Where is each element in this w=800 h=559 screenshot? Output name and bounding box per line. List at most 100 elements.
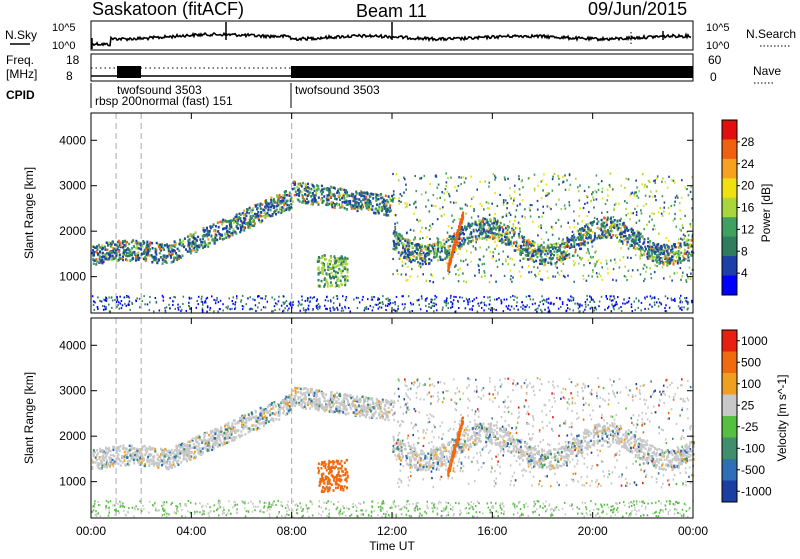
echo-cell bbox=[582, 234, 584, 237]
echo-cell bbox=[690, 223, 692, 225]
echo-cell bbox=[546, 301, 548, 303]
echo-cell bbox=[432, 223, 434, 225]
echo-cell bbox=[686, 244, 688, 247]
echo-cell bbox=[363, 402, 365, 405]
echo-cell bbox=[362, 296, 364, 298]
echo-cell bbox=[481, 205, 483, 207]
echo-cell bbox=[469, 227, 471, 229]
echo-cell bbox=[519, 231, 521, 233]
echo-cell bbox=[308, 297, 310, 299]
colorbar-swatch bbox=[722, 178, 737, 198]
echo-cell bbox=[593, 240, 595, 242]
noise-tick-right-top: 10^5 bbox=[706, 22, 730, 34]
echo-cell bbox=[163, 254, 165, 257]
echo-cell bbox=[360, 206, 362, 209]
echo-cell bbox=[478, 305, 480, 307]
echo-cell bbox=[217, 221, 219, 224]
echo-cell bbox=[479, 259, 481, 261]
echo-cell bbox=[310, 203, 312, 206]
echo-cell bbox=[549, 310, 551, 312]
echo-cell bbox=[454, 186, 456, 188]
echo-cell bbox=[566, 179, 568, 181]
echo-cell bbox=[590, 239, 592, 241]
echo-cell bbox=[494, 192, 496, 194]
echo-cell bbox=[138, 259, 140, 262]
echo-cell bbox=[327, 263, 329, 266]
echo-cell bbox=[504, 275, 506, 277]
echo-cell bbox=[468, 240, 470, 243]
echo-cell bbox=[626, 237, 628, 240]
echo-cell bbox=[600, 229, 602, 232]
echo-cell bbox=[406, 203, 408, 205]
cpid-segment-normal: normal (fast) 151 bbox=[142, 94, 233, 108]
echo-cell bbox=[207, 238, 209, 241]
echo-cell bbox=[382, 303, 384, 305]
echo-cell bbox=[494, 233, 496, 236]
echo-cell bbox=[528, 265, 530, 267]
echo-cell bbox=[506, 243, 508, 246]
echo-cell bbox=[538, 305, 540, 307]
echo-cell bbox=[458, 274, 460, 276]
echo-cell bbox=[225, 233, 227, 236]
echo-cell bbox=[513, 241, 515, 244]
echo-cell bbox=[690, 273, 692, 275]
echo-cell bbox=[326, 281, 328, 284]
echo-cell bbox=[104, 248, 106, 251]
echo-cell bbox=[522, 199, 524, 201]
echo-cell bbox=[413, 303, 415, 305]
echo-cell bbox=[371, 208, 373, 211]
echo-cell bbox=[326, 189, 328, 192]
echo-cell bbox=[665, 181, 667, 183]
echo-cell bbox=[642, 236, 644, 238]
echo-cell bbox=[686, 455, 688, 458]
echo-cell bbox=[92, 295, 94, 297]
echo-cell bbox=[563, 246, 565, 249]
echo-cell bbox=[450, 295, 452, 297]
echo-cell bbox=[339, 194, 341, 197]
echo-cell bbox=[640, 309, 642, 311]
echo-cell bbox=[233, 296, 235, 298]
echo-cell bbox=[588, 231, 590, 233]
echo-cell bbox=[478, 271, 480, 273]
echo-cell bbox=[563, 253, 565, 256]
echo-cell bbox=[270, 197, 272, 200]
echo-cell bbox=[522, 215, 524, 217]
echo-cell bbox=[93, 300, 95, 302]
echo-cell bbox=[658, 254, 660, 256]
echo-cell bbox=[106, 252, 108, 255]
echo-cell bbox=[608, 306, 610, 308]
echo-cell bbox=[359, 301, 361, 303]
echo-cell bbox=[290, 200, 292, 203]
echo-cell bbox=[301, 403, 303, 406]
beam-title: Beam 11 bbox=[356, 1, 427, 21]
echo-cell bbox=[236, 297, 238, 299]
echo-cell bbox=[678, 242, 680, 245]
echo-cell bbox=[276, 303, 278, 305]
echo-cell bbox=[673, 259, 675, 262]
colorbar-swatch bbox=[722, 217, 737, 237]
echo-cell bbox=[108, 242, 110, 245]
echo-cell bbox=[205, 300, 207, 302]
echo-cell bbox=[483, 296, 485, 298]
echo-cell bbox=[338, 195, 340, 198]
echo-cell bbox=[628, 235, 630, 238]
echo-cell bbox=[678, 305, 680, 307]
echo-cell bbox=[563, 263, 565, 265]
echo-cell bbox=[548, 192, 550, 194]
echo-cell bbox=[623, 256, 625, 258]
echo-cell bbox=[648, 247, 650, 249]
echo-cell bbox=[507, 202, 509, 204]
echo-cell bbox=[565, 243, 567, 245]
echo-cell bbox=[666, 237, 668, 239]
echo-cell bbox=[585, 303, 587, 305]
power-ylabel: Slant Range [km] bbox=[22, 167, 36, 259]
echo-cell bbox=[494, 179, 496, 181]
echo-cell bbox=[409, 275, 411, 277]
echo-cell bbox=[340, 280, 342, 283]
echo-cell bbox=[358, 297, 360, 299]
echo-cell bbox=[628, 248, 630, 250]
echo-cell bbox=[192, 241, 194, 244]
echo-cell bbox=[301, 191, 303, 194]
echo-cell bbox=[573, 297, 575, 299]
echo-cell bbox=[564, 258, 566, 261]
